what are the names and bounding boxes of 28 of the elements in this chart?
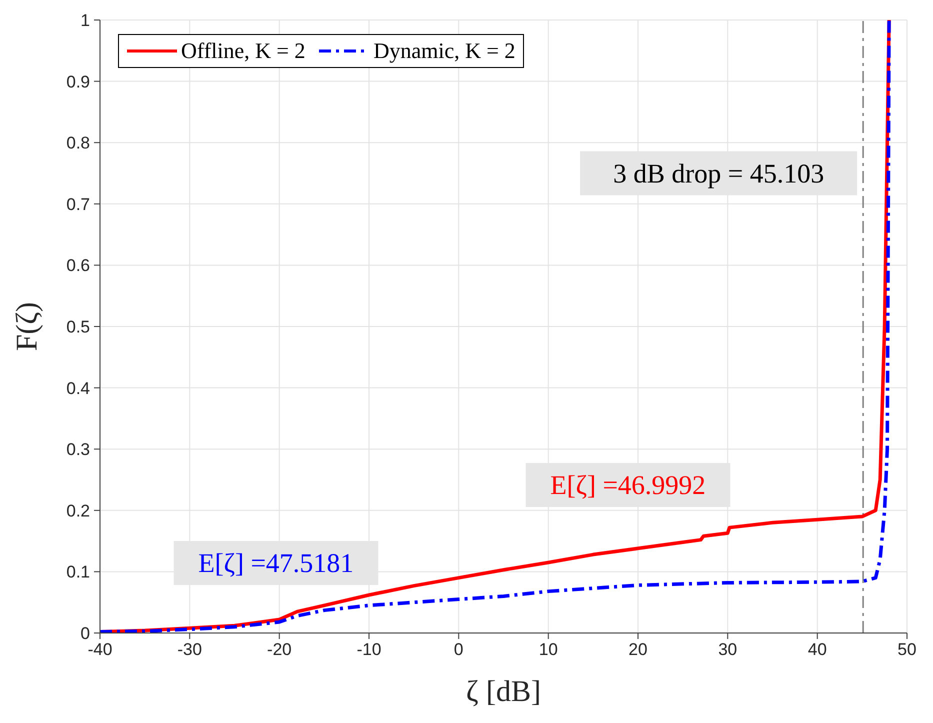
x-tick-label: 30 — [718, 640, 738, 660]
x-axis-title: ζ [dB] — [466, 675, 541, 708]
y-tick-label: 0.2 — [66, 501, 90, 520]
y-tick-label: 0 — [80, 624, 90, 644]
x-tick-label: -30 — [177, 640, 202, 660]
legend-label: Dynamic, K = 2 — [372, 38, 516, 64]
y-tick-label: 0.1 — [66, 562, 90, 582]
y-tick-label: 1 — [80, 11, 90, 30]
y-tick-label: 0.5 — [66, 318, 90, 337]
legend-label: Offline, K = 2 — [180, 38, 306, 64]
x-tick-label: -40 — [88, 640, 112, 660]
x-tick-label: -10 — [356, 640, 382, 660]
y-tick-label: 0.6 — [66, 256, 90, 276]
y-tick-label: 0.4 — [66, 378, 90, 398]
y-tick-label: 0.9 — [66, 72, 90, 92]
y-axis-title: F(ζ) — [10, 302, 44, 352]
x-tick-label: 50 — [898, 640, 916, 660]
x-tick-label: 0 — [454, 640, 464, 660]
y-tick-label: 0.7 — [66, 194, 90, 214]
x-tick-label: 40 — [808, 640, 827, 660]
x-tick-label: 20 — [628, 640, 648, 660]
annotation: E[ζ] =46.9992 — [550, 470, 706, 500]
y-tick-label: 0.3 — [66, 440, 90, 460]
x-tick-label: 10 — [538, 640, 558, 660]
ref-line-label: 3 dB drop = 45.103 — [613, 158, 824, 188]
x-tick-label: -20 — [267, 640, 292, 660]
y-tick-label: 0.8 — [66, 134, 90, 153]
annotation: E[ζ] =47.5181 — [198, 548, 354, 578]
